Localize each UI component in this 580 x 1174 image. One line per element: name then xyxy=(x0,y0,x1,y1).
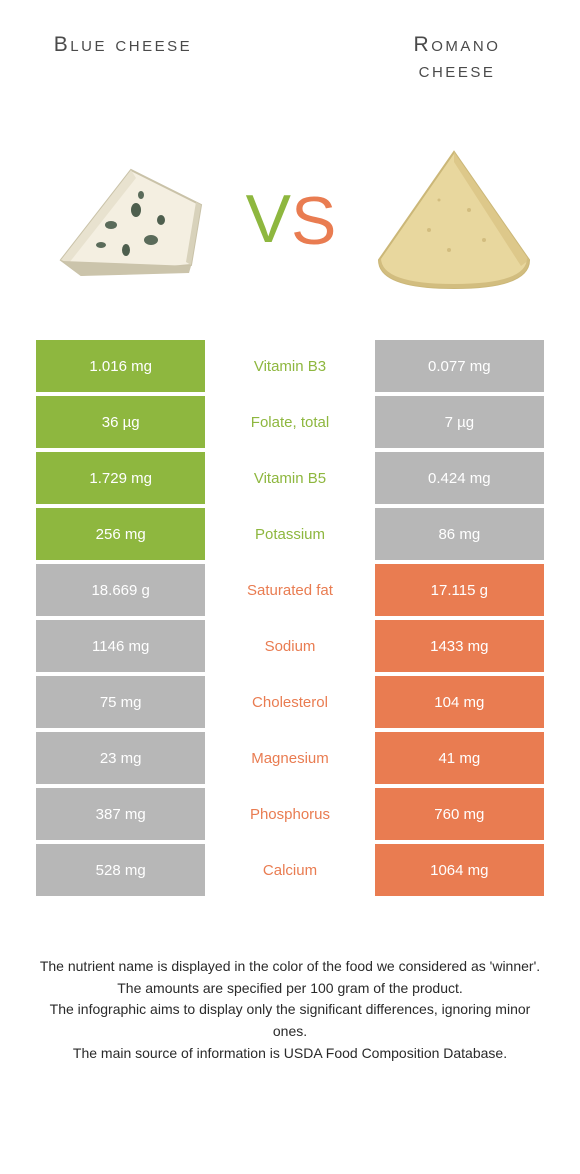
right-value: 41 mg xyxy=(375,732,544,784)
left-value: 23 mg xyxy=(36,732,205,784)
left-value: 387 mg xyxy=(36,788,205,840)
nutrient-name: Potassium xyxy=(205,508,374,560)
nutrient-name: Phosphorus xyxy=(205,788,374,840)
nutrient-row: 36 µgFolate, total7 µg xyxy=(36,396,544,448)
left-value: 75 mg xyxy=(36,676,205,728)
left-food-title: Blue cheese xyxy=(28,32,218,58)
footnote-line: The amounts are specified per 100 gram o… xyxy=(36,978,544,1000)
right-value: 760 mg xyxy=(375,788,544,840)
left-value: 1.729 mg xyxy=(36,452,205,504)
right-value: 17.115 g xyxy=(375,564,544,616)
blue-cheese-icon xyxy=(41,150,211,290)
right-food-title: Romano cheese xyxy=(362,32,552,85)
romano-cheese-icon xyxy=(369,140,539,300)
right-food-title-line1: Romano xyxy=(414,33,501,56)
right-value: 104 mg xyxy=(375,676,544,728)
images-row: VS xyxy=(36,120,544,320)
right-value: 0.077 mg xyxy=(375,340,544,392)
nutrient-name: Cholesterol xyxy=(205,676,374,728)
nutrient-row: 75 mgCholesterol104 mg xyxy=(36,676,544,728)
nutrient-name: Vitamin B3 xyxy=(205,340,374,392)
nutrient-name: Magnesium xyxy=(205,732,374,784)
nutrient-row: 256 mgPotassium86 mg xyxy=(36,508,544,560)
nutrient-row: 1146 mgSodium1433 mg xyxy=(36,620,544,672)
right-food-title-line2: cheese xyxy=(419,59,496,82)
right-value: 0.424 mg xyxy=(375,452,544,504)
nutrient-row: 18.669 gSaturated fat17.115 g xyxy=(36,564,544,616)
nutrient-name: Calcium xyxy=(205,844,374,896)
comparison-table: 1.016 mgVitamin B30.077 mg36 µgFolate, t… xyxy=(36,340,544,896)
footnote-line: The infographic aims to display only the… xyxy=(36,999,544,1042)
nutrient-name: Folate, total xyxy=(205,396,374,448)
right-food-image xyxy=(364,140,544,300)
right-value: 1433 mg xyxy=(375,620,544,672)
nutrient-row: 23 mgMagnesium41 mg xyxy=(36,732,544,784)
right-value: 1064 mg xyxy=(375,844,544,896)
right-value: 7 µg xyxy=(375,396,544,448)
left-value: 1146 mg xyxy=(36,620,205,672)
nutrient-row: 1.016 mgVitamin B30.077 mg xyxy=(36,340,544,392)
footnote-line: The nutrient name is displayed in the co… xyxy=(36,956,544,978)
left-value: 36 µg xyxy=(36,396,205,448)
left-food-image xyxy=(36,140,216,300)
vs-s: S xyxy=(291,182,334,260)
nutrient-row: 387 mgPhosphorus760 mg xyxy=(36,788,544,840)
footnotes: The nutrient name is displayed in the co… xyxy=(36,956,544,1064)
right-value: 86 mg xyxy=(375,508,544,560)
vs-v: V xyxy=(246,180,289,258)
header: Blue cheese Romano cheese xyxy=(0,0,580,120)
nutrient-row: 1.729 mgVitamin B50.424 mg xyxy=(36,452,544,504)
nutrient-name: Sodium xyxy=(205,620,374,672)
left-value: 1.016 mg xyxy=(36,340,205,392)
nutrient-name: Vitamin B5 xyxy=(205,452,374,504)
nutrient-row: 528 mgCalcium1064 mg xyxy=(36,844,544,896)
footnote-line: The main source of information is USDA F… xyxy=(36,1043,544,1065)
left-value: 528 mg xyxy=(36,844,205,896)
vs-label: VS xyxy=(246,181,335,259)
nutrient-name: Saturated fat xyxy=(205,564,374,616)
left-value: 18.669 g xyxy=(36,564,205,616)
left-value: 256 mg xyxy=(36,508,205,560)
